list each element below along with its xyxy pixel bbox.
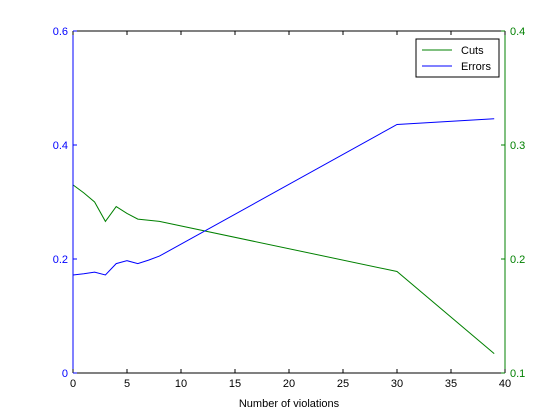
x-tick-label: 20 <box>283 378 295 390</box>
plot-area <box>73 31 505 373</box>
left-y-tick-label: 0.6 <box>53 26 68 38</box>
x-tick-label: 40 <box>499 378 511 390</box>
left-y-tick-label: 0.4 <box>53 140 68 152</box>
legend-box <box>415 38 500 78</box>
x-tick-label: 0 <box>70 378 76 390</box>
right-y-tick-label: 0.4 <box>510 26 525 38</box>
right-y-tick-label: 0.1 <box>510 368 525 380</box>
x-tick-label: 35 <box>445 378 457 390</box>
x-axis-title: Number of violations <box>239 398 340 410</box>
series-line-errors <box>72 118 495 276</box>
left-y-tick-label: 0.2 <box>53 254 68 266</box>
series-layer <box>72 118 495 354</box>
right-y-tick-label: 0.2 <box>510 254 525 266</box>
axes-layer: 0 5 10 15 20 25 30 35 40 0 0.2 0.4 0.6 0.1 0.2 0.3 0.4 <box>53 26 526 390</box>
x-tick-label: 30 <box>391 378 403 390</box>
series-line-cuts <box>72 184 495 354</box>
left-y-tick-label: 0 <box>62 368 68 380</box>
legend-label-cuts: Cuts <box>461 45 484 57</box>
x-tick-label: 25 <box>337 378 349 390</box>
x-tick-label: 15 <box>229 378 241 390</box>
x-tick-label: 10 <box>175 378 187 390</box>
x-tick-label: 5 <box>124 378 130 390</box>
right-y-tick-label: 0.3 <box>510 140 525 152</box>
legend-label-errors: Errors <box>461 61 491 73</box>
legend: Cuts Errors <box>415 38 500 78</box>
